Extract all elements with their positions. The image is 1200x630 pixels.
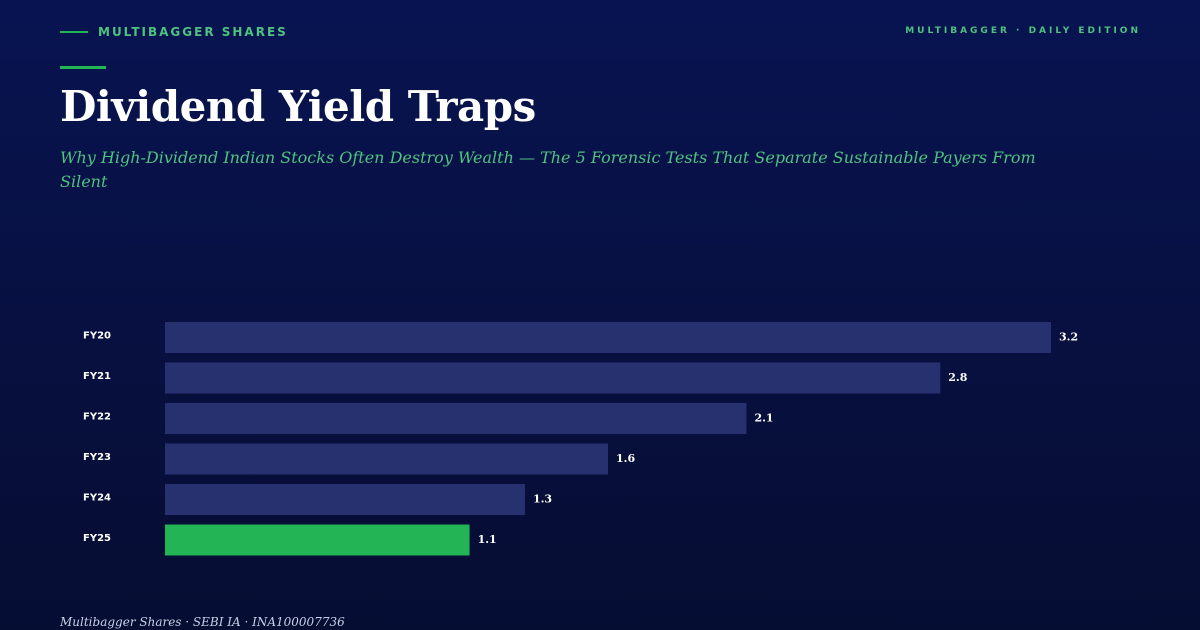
value-label-fy25: 1.1 bbox=[478, 533, 497, 546]
brand-name: MULTIBAGGER SHARES bbox=[98, 25, 288, 39]
footer-credit: Multibagger Shares · SEBI IA · INA100007… bbox=[60, 615, 345, 629]
value-label-fy21: 2.8 bbox=[948, 371, 967, 384]
category-label-fy23: FY23 bbox=[83, 452, 111, 463]
category-label-fy21: FY21 bbox=[83, 371, 111, 382]
bar-fy22 bbox=[165, 403, 747, 434]
value-label-fy23: 1.6 bbox=[616, 452, 635, 465]
page-subtitle: Why High-Dividend Indian Stocks Often De… bbox=[60, 148, 1036, 191]
value-label-fy22: 2.1 bbox=[754, 412, 773, 425]
bar-fy25 bbox=[165, 524, 470, 556]
category-label-fy25: FY25 bbox=[83, 533, 111, 544]
bar-fy24 bbox=[165, 484, 525, 515]
category-label-fy22: FY22 bbox=[83, 412, 111, 423]
brand-accent-line bbox=[60, 31, 88, 33]
brand: MULTIBAGGER SHARES bbox=[60, 24, 288, 40]
page-title: Dividend Yield Traps bbox=[60, 82, 536, 131]
value-label-fy20: 3.2 bbox=[1059, 331, 1078, 344]
category-label-fy20: FY20 bbox=[83, 331, 111, 342]
bar-fy21 bbox=[165, 362, 941, 394]
title-accent-rule bbox=[60, 66, 106, 69]
value-label-fy24: 1.3 bbox=[533, 493, 552, 506]
edition-label: MULTIBAGGER · DAILY EDITION bbox=[905, 26, 1141, 36]
category-label-fy24: FY24 bbox=[83, 493, 111, 504]
bar-fy23 bbox=[165, 443, 608, 475]
bar-fy20 bbox=[165, 322, 1051, 353]
